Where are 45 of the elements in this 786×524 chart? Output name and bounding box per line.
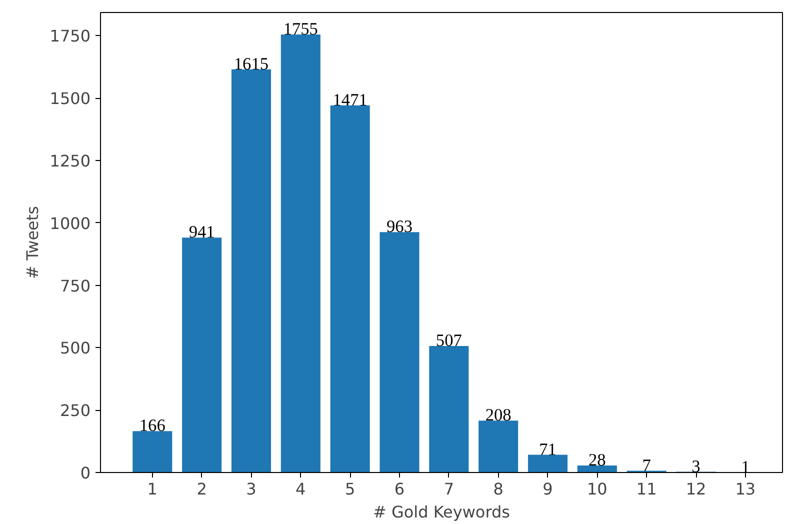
x-tick-label: 8: [493, 480, 504, 498]
x-tick-label: 10: [586, 480, 608, 498]
x-tick-label: 5: [344, 480, 356, 498]
data-label: 166: [139, 416, 166, 436]
data-label: 28: [588, 450, 606, 470]
y-tick-label: 500: [60, 338, 91, 358]
bar: [330, 105, 370, 472]
data-label: 963: [386, 217, 412, 236]
y-tick-label: 1250: [50, 152, 90, 171]
x-tick-label: 9: [542, 480, 553, 498]
bar: [577, 466, 617, 472]
bar: [478, 420, 518, 472]
bar: [231, 69, 271, 472]
x-axis-title: # Gold Keywords: [372, 502, 510, 522]
y-tick-label: 1500: [50, 89, 90, 108]
data-label: 507: [436, 330, 462, 350]
x-tick-label: 6: [394, 480, 405, 498]
x-tick-label: 13: [735, 480, 756, 498]
x-tick-label: 2: [196, 480, 207, 498]
bar: [429, 346, 469, 472]
data-label: 1615: [234, 54, 269, 74]
data-label: 208: [485, 406, 512, 425]
x-tick-label: 12: [686, 480, 706, 498]
data-label: 71: [539, 440, 556, 459]
x-tick-label: 1: [147, 480, 158, 498]
bar: [380, 232, 420, 472]
y-axis-title: # Tweets: [22, 206, 42, 279]
data-label: 1471: [332, 90, 368, 110]
bar: [280, 34, 320, 472]
y-tick-label: 1750: [50, 26, 90, 46]
y-tick-label: 250: [60, 401, 91, 420]
bar: [182, 238, 222, 472]
bar: [528, 454, 568, 472]
y-tick-label: 750: [60, 276, 91, 296]
data-label: 7: [642, 456, 652, 475]
data-label: 941: [188, 222, 215, 242]
x-tick-label: 4: [296, 480, 306, 498]
y-tick-label: 0: [80, 464, 91, 482]
x-tick-label: 3: [246, 480, 256, 498]
x-tick-label: 11: [636, 480, 657, 498]
data-label: 1755: [283, 19, 318, 38]
y-tick-label: 1000: [50, 214, 90, 233]
x-tick-label: 7: [444, 480, 454, 498]
bar: [132, 431, 172, 472]
data-label: 3: [692, 456, 700, 476]
